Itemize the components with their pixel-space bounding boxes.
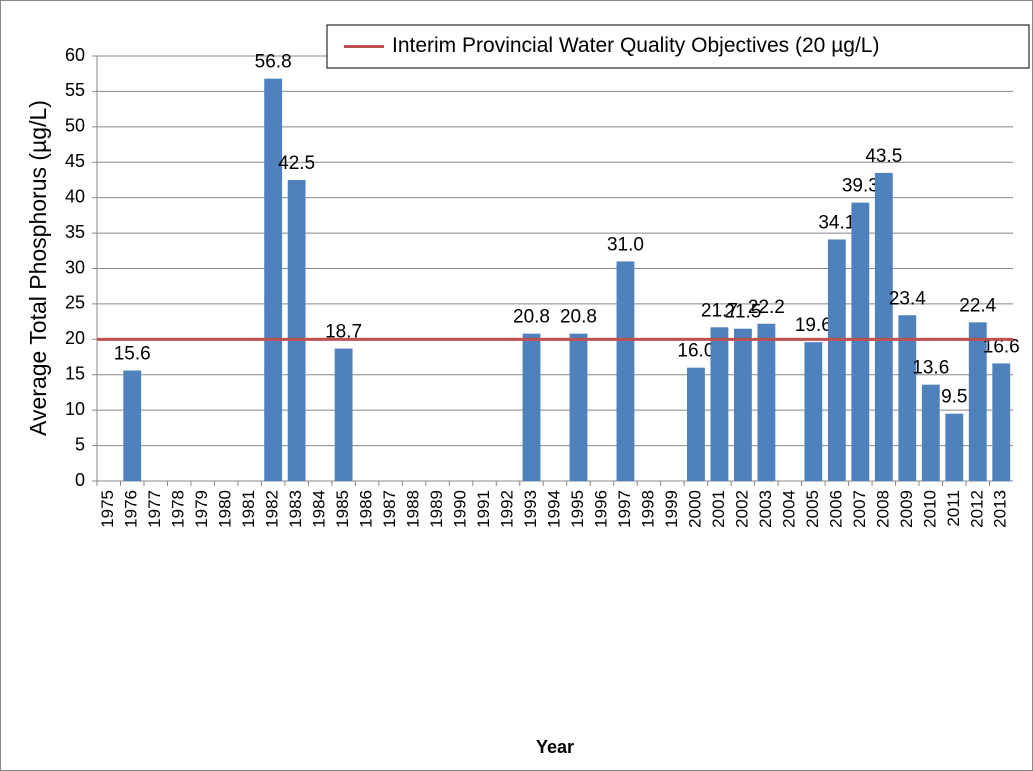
x-tick-label: 1980	[216, 490, 235, 528]
x-tick-label: 1988	[404, 490, 423, 528]
x-tick-label: 1985	[333, 490, 352, 528]
bar	[522, 333, 541, 481]
y-tick-label: 15	[65, 364, 85, 384]
y-tick-label: 0	[75, 470, 85, 490]
value-label: 22.2	[748, 297, 785, 318]
bar	[945, 413, 964, 481]
x-tick-label: 1981	[239, 490, 258, 528]
bar	[898, 315, 917, 481]
x-tick-label: 1976	[122, 490, 141, 528]
bar	[123, 370, 142, 481]
y-tick-label: 40	[65, 186, 85, 206]
x-tick-label: 1986	[357, 490, 376, 528]
x-tick-label: 2011	[944, 490, 963, 527]
value-label: 18.7	[325, 322, 362, 343]
x-tick-label: 2002	[732, 490, 751, 528]
x-tick-label: 2012	[967, 490, 986, 528]
bar	[851, 202, 870, 481]
value-label: 20.8	[560, 307, 597, 328]
x-tick-label: 1975	[98, 490, 117, 528]
bar	[921, 384, 940, 481]
y-tick-label: 60	[65, 45, 85, 65]
value-label: 23.4	[889, 288, 926, 309]
bar	[616, 261, 635, 481]
legend-box	[326, 24, 1030, 69]
value-label: 20.8	[513, 307, 550, 328]
bar	[968, 322, 987, 481]
x-tick-label: 2008	[873, 490, 892, 528]
x-tick-label: 1996	[591, 490, 610, 528]
y-tick-label: 45	[65, 151, 85, 171]
x-tick-label: 2004	[779, 490, 798, 528]
x-tick-label: 1993	[521, 490, 540, 528]
value-label: 39.3	[842, 176, 879, 197]
value-label: 9.5	[941, 387, 967, 408]
x-tick-label: 1977	[145, 490, 164, 528]
x-tick-label: 1978	[169, 490, 188, 528]
value-label: 42.5	[278, 153, 315, 174]
legend-label: Interim Provincial Water Quality Objecti…	[392, 34, 879, 57]
bar	[827, 239, 846, 481]
bar	[804, 342, 823, 481]
x-tick-label: 2003	[756, 490, 775, 528]
x-tick-label: 1995	[568, 490, 587, 528]
bar	[334, 348, 353, 481]
value-label: 34.1	[818, 212, 855, 233]
bar	[569, 333, 588, 481]
x-tick-label: 1984	[310, 490, 329, 528]
y-tick-label: 35	[65, 222, 85, 242]
value-label: 21.5	[724, 302, 761, 323]
y-tick-label: 5	[75, 434, 85, 454]
value-label: 16.6	[983, 336, 1020, 357]
x-tick-label: 2009	[897, 490, 916, 528]
bar	[992, 363, 1011, 481]
bar	[733, 328, 752, 481]
x-tick-label: 2001	[709, 490, 728, 528]
bar	[287, 179, 306, 482]
x-tick-label: 1997	[615, 490, 634, 528]
y-tick-label: 55	[65, 80, 85, 100]
value-label: 16.0	[677, 341, 714, 362]
x-tick-label: 1992	[498, 490, 517, 528]
x-tick-label: 2006	[826, 490, 845, 528]
value-label: 22.4	[959, 295, 996, 316]
x-tick-label: 1989	[427, 490, 446, 528]
x-tick-label: 2013	[991, 490, 1010, 528]
bar	[710, 327, 729, 481]
y-tick-label: 10	[65, 399, 85, 419]
x-tick-label: 1983	[286, 490, 305, 528]
value-label: 43.5	[865, 146, 902, 167]
y-tick-label: 20	[65, 328, 85, 348]
bar	[686, 367, 705, 481]
x-tick-label: 2007	[850, 490, 869, 528]
y-tick-label: 30	[65, 257, 85, 277]
x-tick-label: 1982	[263, 490, 282, 528]
x-tick-label: 1991	[474, 490, 493, 528]
value-label: 15.6	[114, 344, 151, 365]
x-axis-title: Year	[536, 737, 574, 757]
y-tick-label: 25	[65, 293, 85, 313]
bar	[757, 323, 776, 481]
x-tick-label: 1994	[544, 490, 563, 528]
x-tick-label: 2005	[803, 490, 822, 528]
x-tick-label: 2000	[685, 490, 704, 528]
value-label: 56.8	[255, 52, 292, 73]
x-tick-label: 1998	[638, 490, 657, 528]
x-tick-label: 1990	[451, 490, 470, 528]
x-tick-label: 2010	[920, 490, 939, 528]
x-tick-label: 1979	[192, 490, 211, 528]
bar	[264, 78, 283, 482]
value-label: 21.7	[701, 300, 738, 321]
bar	[874, 172, 893, 481]
value-label: 19.6	[795, 315, 832, 336]
x-tick-label: 1999	[662, 490, 681, 528]
value-label: 13.6	[912, 358, 949, 379]
x-tick-label: 1987	[380, 490, 399, 528]
value-label: 31.0	[607, 234, 644, 255]
y-tick-label: 50	[65, 116, 85, 136]
y-axis-title: Average Total Phosphorus (µg/L)	[25, 100, 51, 436]
